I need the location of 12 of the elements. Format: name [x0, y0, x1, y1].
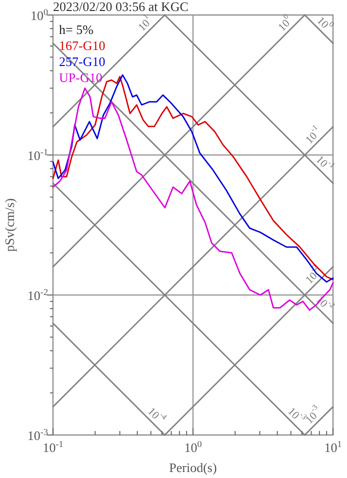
x-tick-label: 10$^{0}$: [184, 439, 202, 455]
y-tick-label: 10$^{-1}$: [27, 147, 48, 163]
y-tick-label: 10$^{-2}$: [27, 287, 48, 303]
series-label: 257-G10: [59, 54, 106, 69]
series-label: UP-G10: [59, 70, 102, 85]
chart-title: 2023/02/20 03:56 at KGC: [53, 0, 188, 14]
x-axis-title: Period(s): [169, 460, 217, 475]
text: 167-G10: [59, 38, 106, 53]
annotation: h= 5%: [59, 22, 94, 37]
x-tick-label: 10$^{1}$: [324, 439, 342, 455]
y-axis-title: pSv(cm/s): [2, 198, 17, 252]
y-tick-label: 10$^{0}$: [30, 7, 48, 23]
